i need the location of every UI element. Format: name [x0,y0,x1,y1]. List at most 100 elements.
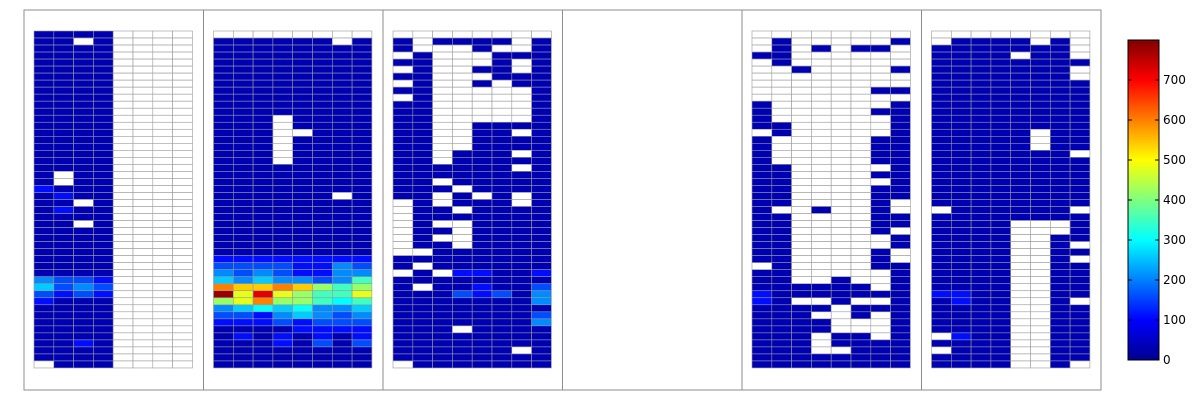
heatmap-cell [252,234,274,242]
heatmap-cell [392,93,414,102]
heatmap-cell [452,206,473,214]
heatmap-cell [970,290,992,299]
heatmap-cell [491,157,513,165]
heatmap-cell [432,192,453,200]
heatmap-cell [950,150,972,158]
heatmap-cell [252,178,274,186]
heatmap-cell [950,185,972,193]
heatmap-cell [93,297,114,306]
heatmap-cell [1010,297,1031,306]
heatmap-cell [850,44,872,53]
heatmap-cell [152,255,173,263]
heatmap-cell [870,248,891,256]
heatmap-cell [511,51,532,60]
heatmap-cell [93,213,114,221]
heatmap-cell [132,136,154,144]
heatmap-cell [1069,290,1091,299]
heatmap-cell [771,37,792,46]
heatmap-cell [870,30,891,39]
heatmap-cell [491,255,513,263]
heatmap-cell [531,121,552,130]
heatmap-cell [53,353,74,362]
heatmap-cell [931,143,952,151]
heatmap-cell [152,114,173,123]
heatmap-cell [890,79,911,88]
heatmap-cell [272,164,293,172]
heatmap-cell [93,192,114,200]
heatmap-cell [33,304,55,313]
heatmap-cell [331,311,353,320]
heatmap-cell [53,143,74,151]
heatmap-cell [1069,185,1091,193]
heatmap-cell [233,51,254,60]
heatmap-cell [890,58,911,67]
heatmap-cell [112,37,134,46]
heatmap-cell [292,100,313,109]
heatmap-cell [252,227,274,235]
colorbar-tick-label: 700 [1163,73,1186,87]
heatmap-cell [351,178,373,186]
heatmap-cell [432,37,453,46]
heatmap-cell [870,93,891,102]
heatmap-cell [830,171,852,179]
heatmap-cell [412,192,433,200]
heatmap-cell [870,150,891,158]
heatmap-cell [331,157,353,165]
heatmap-cell [152,30,173,39]
heatmap-cell [292,360,313,369]
heatmap-cell [233,157,254,165]
heatmap-cell [931,136,952,144]
heatmap-cell [392,79,414,88]
heatmap-cell [213,37,234,46]
heatmap-cell [1050,93,1071,102]
heatmap-cell [1030,248,1051,256]
heatmap-cell [970,206,992,214]
heatmap-cell [152,93,173,102]
heatmap-cell [93,227,114,235]
heatmap-cell [292,128,313,137]
heatmap-cell [292,136,313,144]
heatmap-cell [1030,339,1051,348]
heatmap-cell [112,185,134,193]
heatmap-cell [93,283,114,292]
heatmap-cell [172,220,193,228]
heatmap-cell [970,283,992,292]
colorbar-tick-label: 300 [1163,233,1186,247]
heatmap-cell [93,150,114,158]
heatmap-cell [93,220,114,228]
heatmap-cell [392,192,414,200]
heatmap-cell [771,44,792,53]
heatmap-cell [213,114,234,123]
heatmap-cell [53,360,74,369]
heatmap-cell [331,37,353,46]
heatmap-cell [950,79,972,88]
heatmap-cell [771,100,792,109]
heatmap-cell [751,304,773,313]
heatmap-cell [990,325,1012,334]
heatmap-cell [491,213,513,221]
heatmap-cell [771,93,792,102]
heatmap-cell [1050,100,1071,109]
heatmap-cell [432,171,453,179]
heatmap-cell [751,332,773,341]
heatmap-cell [73,143,94,151]
heatmap-cell [172,30,193,39]
heatmap-cell [312,164,333,172]
heatmap-cell [950,72,972,81]
heatmap-cell [292,220,313,228]
heatmap-cell [312,185,333,193]
heatmap-cell [272,360,293,369]
heatmap-cell [452,241,473,249]
heatmap-cell [33,248,55,256]
heatmap-cell [531,79,552,88]
heatmap-cell [531,185,552,193]
heatmap-cell [511,72,532,81]
heatmap-cell [213,136,234,144]
heatmap-cell [213,276,234,285]
heatmap-cell [471,107,493,116]
heatmap-cell [112,276,134,285]
heatmap-cell [351,353,373,362]
heatmap-cell [931,128,952,137]
heatmap-cell [331,276,353,285]
heatmap-cell [830,114,852,123]
